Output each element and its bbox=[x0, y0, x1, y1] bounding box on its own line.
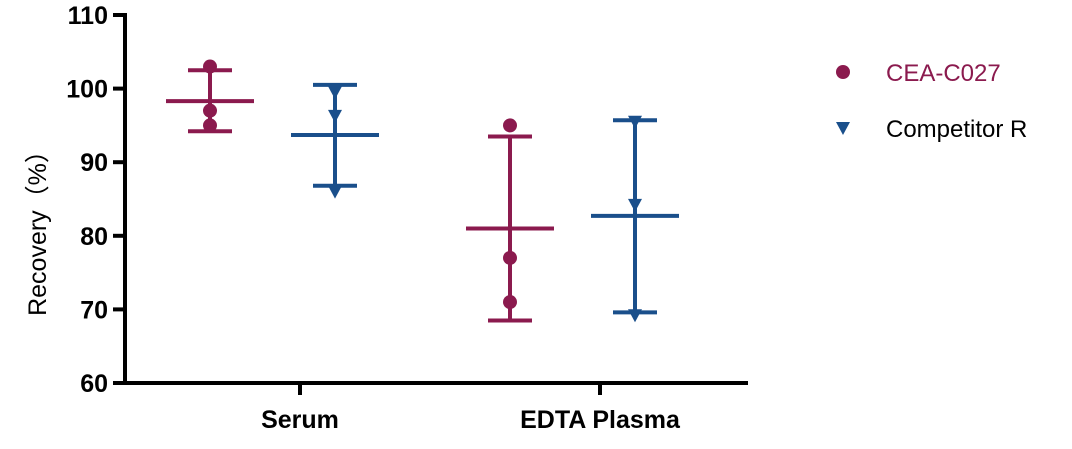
data-point bbox=[328, 86, 342, 100]
y-axis-title: Recovery（%） bbox=[24, 138, 52, 316]
data-point bbox=[328, 109, 342, 123]
series-group bbox=[291, 82, 379, 199]
legend-item: Competitor R bbox=[836, 116, 1027, 143]
data-point bbox=[628, 309, 642, 323]
x-tick-label: EDTA Plasma bbox=[520, 406, 681, 434]
legend: CEA-C027 Competitor R bbox=[836, 60, 1027, 143]
y-tick-label: 70 bbox=[80, 296, 108, 324]
axes: 60 70 80 90 100 110 Serum EDTA Plasma bbox=[66, 2, 748, 434]
y-tick-label: 110 bbox=[68, 2, 108, 30]
data-point bbox=[328, 185, 342, 199]
chart-marks bbox=[166, 59, 679, 323]
y-tick-label: 90 bbox=[80, 149, 108, 177]
data-point bbox=[203, 103, 217, 118]
series-group bbox=[591, 115, 679, 323]
legend-marker bbox=[836, 65, 850, 79]
y-tick-label: 60 bbox=[80, 370, 108, 398]
data-point bbox=[203, 118, 217, 133]
legend-label: CEA-C027 bbox=[886, 60, 1001, 87]
data-point bbox=[503, 118, 517, 133]
y-tick-label: 80 bbox=[80, 223, 108, 251]
data-point bbox=[628, 115, 642, 129]
legend-label: Competitor R bbox=[886, 116, 1027, 143]
data-point bbox=[503, 250, 517, 265]
y-tick-label: 100 bbox=[66, 76, 108, 104]
data-point bbox=[628, 198, 642, 212]
legend-item: CEA-C027 bbox=[836, 60, 1001, 87]
x-tick-label: Serum bbox=[261, 406, 339, 434]
data-point bbox=[503, 295, 517, 310]
series-group bbox=[166, 59, 254, 134]
data-point bbox=[203, 59, 217, 74]
series-group bbox=[466, 118, 554, 323]
legend-marker bbox=[836, 122, 850, 135]
